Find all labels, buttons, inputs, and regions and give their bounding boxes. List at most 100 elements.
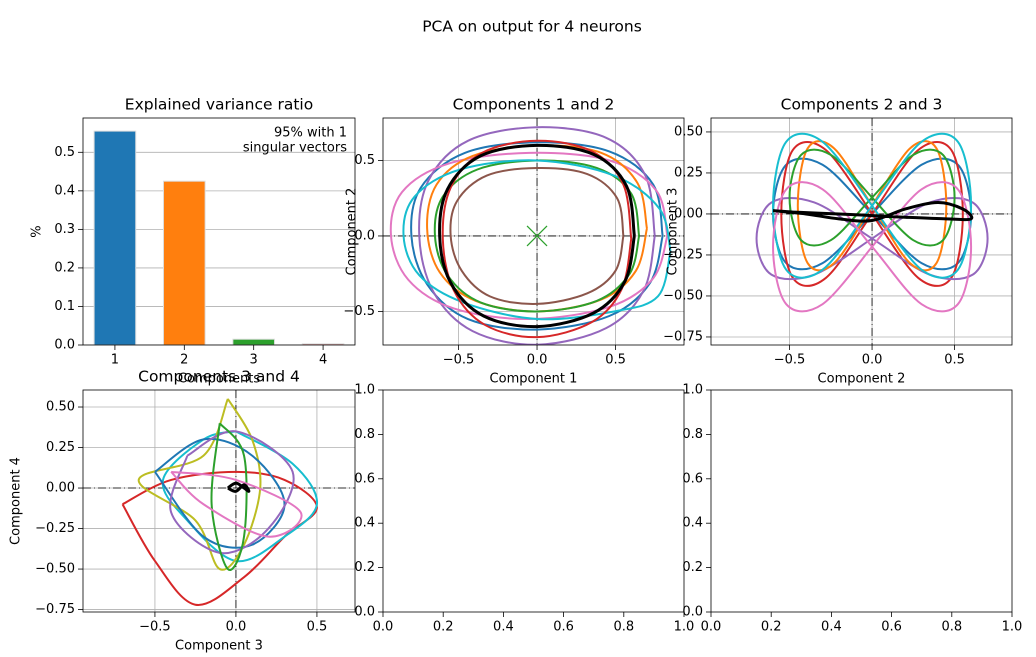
x-tick-label: 1.0 bbox=[674, 620, 695, 635]
annotation: singular vectors bbox=[243, 141, 347, 156]
x-tick-label: 0.2 bbox=[761, 620, 782, 635]
axes: −0.5 0.0 0.5 −0.5 0.0 0.5 bbox=[343, 117, 685, 368]
x-tick-label: −0.5 bbox=[774, 353, 806, 368]
x-tick-label: 1.0 bbox=[1002, 620, 1023, 635]
trajectory bbox=[449, 166, 625, 305]
y-tick-label: 0.3 bbox=[54, 222, 75, 237]
y-tick-label: 1.0 bbox=[682, 383, 703, 398]
y-tick-label: 0.5 bbox=[354, 153, 375, 168]
y-tick-label: 0.25 bbox=[674, 165, 703, 180]
trajectory bbox=[441, 139, 633, 339]
y-tick-label: 0.2 bbox=[354, 560, 375, 575]
x-tick-label: 0.0 bbox=[701, 620, 722, 635]
trajectory bbox=[169, 430, 295, 555]
x-tick-label: 0.2 bbox=[433, 620, 454, 635]
y-tick-label: −0.75 bbox=[663, 329, 703, 344]
y-tick-label: 0.4 bbox=[682, 516, 703, 531]
y-tick-label: −0.25 bbox=[35, 521, 75, 536]
y-tick-label: 0.6 bbox=[682, 471, 703, 486]
trajectory bbox=[780, 140, 964, 287]
axes-title: Components 1 and 2 bbox=[453, 96, 615, 114]
y-tick-label: 0.5 bbox=[54, 145, 75, 160]
y-tick-label: 0.00 bbox=[46, 481, 75, 496]
plot-area bbox=[711, 118, 1012, 345]
trajectory bbox=[210, 422, 248, 571]
marker bbox=[526, 225, 548, 247]
axes: 0.0 0.2 0.4 0.6 0.8 1.0 0.0 0.2 0.4 0.6 0.8 1.0 bbox=[682, 383, 1022, 635]
x-tick-label: 0.8 bbox=[613, 620, 634, 635]
trajectory bbox=[788, 148, 956, 247]
y-tick-label: 0.8 bbox=[354, 427, 375, 442]
x-tick-label: 0.0 bbox=[527, 353, 548, 368]
x-tick-label: 0.0 bbox=[373, 620, 394, 635]
bar bbox=[162, 180, 206, 345]
x-axis-label: Components bbox=[178, 372, 260, 387]
y-tick-label: 0.50 bbox=[46, 400, 75, 415]
x-tick-label: 0.4 bbox=[493, 620, 514, 635]
plot-area bbox=[83, 390, 355, 612]
y-tick-label: 0.0 bbox=[682, 605, 703, 620]
y-tick-label: 0.0 bbox=[54, 338, 75, 353]
x-tick-label: 2 bbox=[180, 353, 188, 368]
trajectory bbox=[772, 200, 974, 223]
x-tick-label: 0.6 bbox=[881, 620, 902, 635]
y-tick-label: 0.25 bbox=[46, 440, 75, 455]
axes: 0.0 0.2 0.4 0.6 0.8 1.0 0.0 0.2 0.4 0.6 0.8 1.0 bbox=[354, 383, 694, 635]
axes-frame bbox=[82, 117, 356, 346]
trajectory bbox=[438, 143, 636, 329]
x-tick-label: 0.8 bbox=[941, 620, 962, 635]
plot-area bbox=[383, 118, 684, 345]
y-axis-label: Component 3 bbox=[666, 188, 681, 276]
trajectory bbox=[389, 151, 669, 321]
trajectory bbox=[170, 470, 303, 538]
axes-frame bbox=[382, 389, 685, 613]
bar bbox=[93, 130, 137, 345]
y-tick-label: 0.2 bbox=[682, 560, 703, 575]
y-tick-label: −0.50 bbox=[663, 288, 703, 303]
y-tick-label: 0.4 bbox=[54, 183, 75, 198]
x-tick-label: 0.4 bbox=[821, 620, 842, 635]
y-tick-label: 0.8 bbox=[682, 427, 703, 442]
trajectory bbox=[433, 159, 641, 313]
y-tick-label: 1.0 bbox=[354, 383, 375, 398]
x-tick-label: 0.0 bbox=[226, 620, 247, 635]
trajectory bbox=[772, 181, 973, 313]
marker-stroke bbox=[526, 225, 548, 247]
y-tick-label: 0.2 bbox=[54, 260, 75, 275]
axes-frame bbox=[382, 117, 685, 346]
axes-frame bbox=[710, 389, 1013, 613]
y-axis-label: Component 2 bbox=[345, 188, 360, 276]
x-tick-label: 0.6 bbox=[553, 620, 574, 635]
y-tick-label: −0.5 bbox=[343, 304, 375, 319]
y-tick-label: −0.50 bbox=[35, 562, 75, 577]
trajectory bbox=[418, 126, 656, 345]
axes-frame bbox=[710, 117, 1013, 346]
y-axis-label: Component 4 bbox=[9, 457, 24, 545]
x-tick-label: 0.5 bbox=[307, 620, 328, 635]
y-tick-label: 0.4 bbox=[354, 516, 375, 531]
y-tick-label: 0.50 bbox=[674, 124, 703, 139]
axes: 0.0 0.1 0.2 0.3 0.4 0.5 1 2 3 4 95% with 1singular… bbox=[54, 117, 356, 368]
x-tick-label: 0.5 bbox=[944, 353, 965, 368]
x-tick-label: 1 bbox=[111, 353, 119, 368]
annotation: 95% with 1 bbox=[274, 126, 347, 141]
y-tick-label: 0.0 bbox=[354, 605, 375, 620]
x-tick-label: −0.5 bbox=[139, 620, 171, 635]
bar bbox=[301, 343, 345, 345]
axes: −0.75 −0.50 −0.25 0.00 0.25 0.50 −0.5 0.0 0.5 bbox=[35, 389, 356, 635]
y-tick-label: 0.00 bbox=[674, 206, 703, 221]
trajectory bbox=[137, 398, 262, 571]
trajectory bbox=[772, 132, 973, 279]
trajectory bbox=[402, 159, 672, 321]
x-axis-label: Component 1 bbox=[490, 372, 578, 387]
axes-title: Explained variance ratio bbox=[125, 96, 313, 114]
axes-title: Components 3 and 4 bbox=[138, 368, 300, 386]
x-tick-label: 0.0 bbox=[862, 353, 883, 368]
y-tick-label: 0.0 bbox=[354, 228, 375, 243]
bar bbox=[232, 338, 276, 345]
x-axis-label: Component 3 bbox=[175, 639, 263, 654]
y-tick-label: −0.25 bbox=[663, 247, 703, 262]
axes: −0.75 −0.50 −0.25 0.00 0.25 0.50 −0.5 0.0 0.5 bbox=[663, 117, 1013, 368]
y-axis-label: % bbox=[30, 225, 45, 237]
